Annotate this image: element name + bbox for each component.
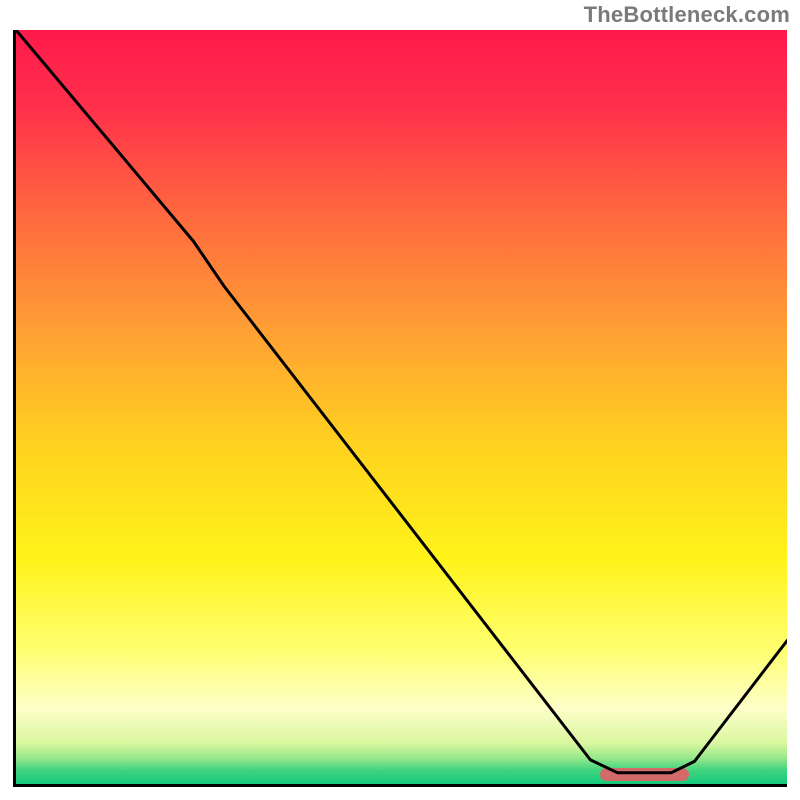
watermark-text: TheBottleneck.com: [584, 2, 790, 28]
optimal-range-bar: [600, 768, 689, 781]
plot-frame: [13, 30, 787, 787]
gradient-background: [16, 30, 787, 784]
chart-stage: TheBottleneck.com: [0, 0, 800, 800]
